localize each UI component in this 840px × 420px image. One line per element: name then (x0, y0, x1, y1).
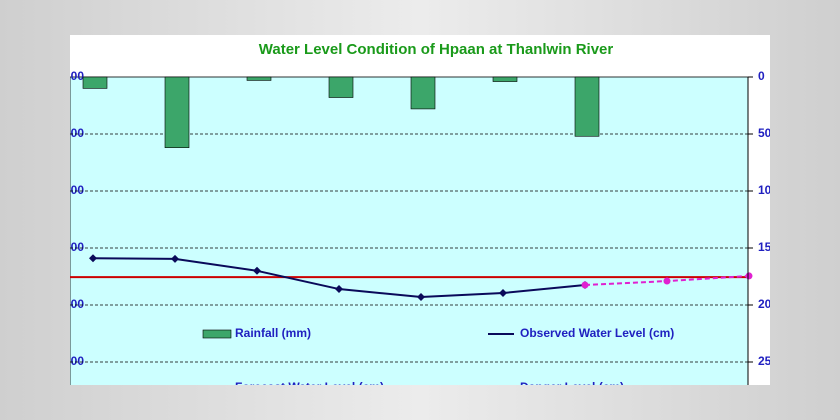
chart-panel: Water Level Condition of Hpaan at Thanlw… (57, 35, 778, 394)
chart-title: Water Level Condition of Hpaan at Thanlw… (259, 41, 614, 58)
legend-label: Observed Water Level (cm) (520, 326, 674, 340)
y2-tick-label: 150 (758, 240, 778, 254)
rainfall-bar (164, 76, 190, 148)
legend-label: Danger Level (cm) (520, 380, 624, 394)
y2-tick-label: 50 (758, 126, 772, 140)
y2-tick-label: 250 (758, 354, 778, 368)
y-tick-label: 800 (64, 297, 84, 311)
y-tick-label: 1000 (57, 183, 84, 197)
forecast-point (663, 277, 671, 285)
observed-point (171, 254, 179, 263)
observed-point (253, 266, 261, 275)
legend-label: Rainfall (mm) (235, 326, 311, 340)
y2-tick-label: 0 (758, 69, 765, 83)
rainfall-bar (574, 76, 600, 137)
rainfall-bar (328, 76, 354, 98)
y2-tick-label: 100 (758, 183, 778, 197)
observed-point (89, 254, 97, 263)
legend-label: Forecast Water Level (cm) (235, 380, 384, 394)
observed-point (417, 293, 425, 302)
y-tick-label: 700 (64, 354, 84, 368)
forecast-point (745, 272, 753, 280)
y-tick-label: 1100 (58, 126, 84, 140)
forecast-point (581, 281, 589, 289)
y-tick-label: 900 (64, 240, 84, 254)
y-tick-label: 1200 (57, 69, 84, 83)
y2-tick-label: 200 (758, 297, 778, 311)
rainfall-bar (246, 76, 272, 81)
legend-swatch (202, 329, 232, 339)
rainfall-bar (410, 76, 436, 110)
observed-point (335, 285, 343, 294)
rainfall-bar (492, 76, 518, 82)
rainfall-bar (82, 76, 108, 89)
observed-point (499, 289, 507, 298)
